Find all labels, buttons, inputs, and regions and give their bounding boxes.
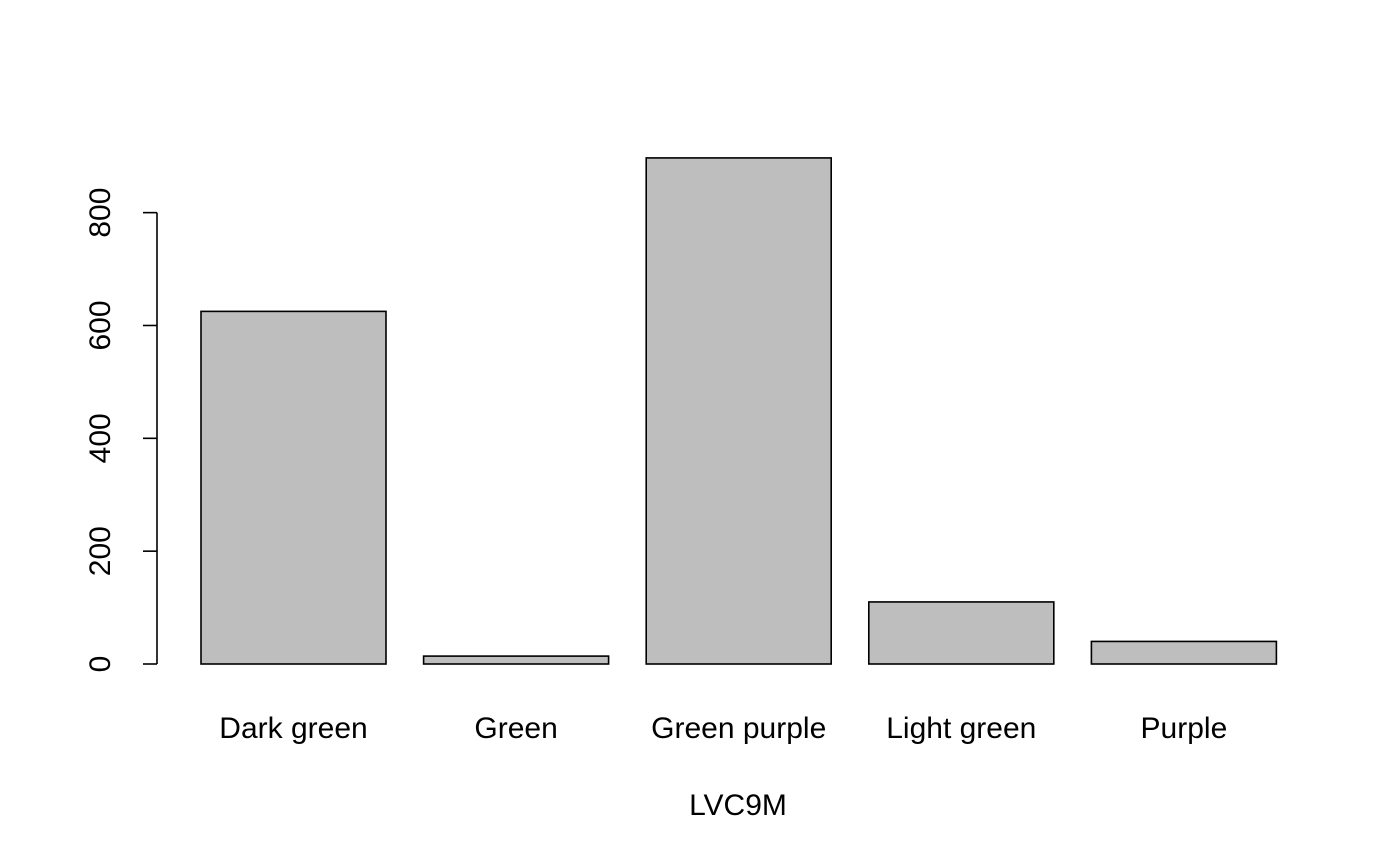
bar-green-purple [645, 157, 833, 665]
y-tick-label-600: 600 [84, 300, 117, 350]
y-tick-label-0: 0 [84, 656, 117, 673]
x-tick-label-purple: Purple [1141, 712, 1228, 745]
y-tick-label-200: 200 [84, 526, 117, 576]
x-tick-label-light-green: Light green [886, 712, 1036, 745]
bar-light-green [867, 601, 1055, 665]
x-axis-title: LVC9M [689, 789, 787, 822]
x-category-labels: Dark green Green Green purple Light green Pu… [219, 712, 1227, 745]
bar-dark-green [200, 310, 387, 665]
bars-group [200, 157, 1278, 665]
x-tick-label-green-purple: Green purple [651, 712, 826, 745]
y-tick-label-400: 400 [84, 413, 117, 463]
y-axis: 0 200 400 600 800 [84, 188, 158, 673]
x-tick-label-dark-green: Dark green [219, 712, 367, 745]
y-tick-label-800: 800 [84, 188, 117, 238]
bar-green [422, 655, 610, 665]
x-tick-label-green: Green [474, 712, 557, 745]
bar-purple [1090, 640, 1278, 665]
